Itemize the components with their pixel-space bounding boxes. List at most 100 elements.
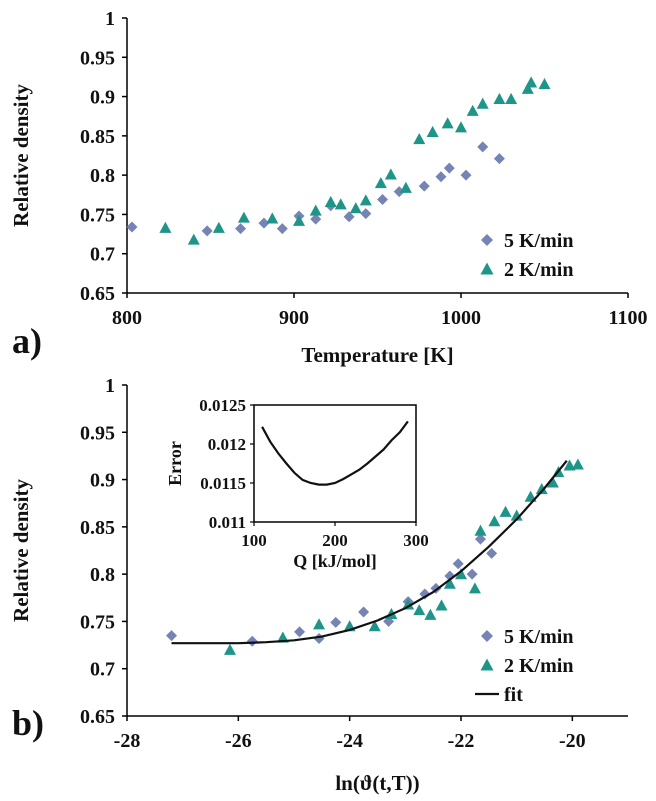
panel-b-y-tick-label: 0.85 (80, 517, 115, 539)
panel-b-point-5kmin (246, 635, 258, 647)
panel-b-point-5kmin (294, 626, 306, 638)
panel-a-legend-marker-5kmin (481, 234, 493, 246)
panel-b-point-2kmin (468, 582, 481, 594)
inset-x-axis-label: Q [kJ/mol] (293, 551, 377, 571)
panel-b-legend-label: 2 K/min (504, 655, 573, 677)
panel-b-y-axis-label: Relative density (9, 479, 33, 622)
panel-a-point-5kmin (201, 225, 213, 237)
panel-a-point-2kmin (413, 133, 426, 145)
panel-b-point-2kmin (546, 476, 559, 488)
panel-b-point-2kmin (368, 620, 381, 632)
panel-b-fit-line (171, 460, 568, 645)
inset-y-tick-label: 0.012 (208, 435, 246, 454)
panel-b-point-2kmin (413, 604, 426, 616)
panel-b-legend-label: fit (504, 684, 523, 706)
panel-a-point-5kmin (477, 141, 489, 153)
panel-a-point-5kmin (235, 223, 247, 235)
panel-b-panel-label: b) (12, 703, 44, 743)
panel-a-point-2kmin (384, 168, 397, 180)
panel-a-point-2kmin (538, 78, 551, 90)
inset-y-axis-label: Error (165, 441, 185, 486)
panel-b-point-5kmin (358, 606, 370, 618)
panel-b-point-5kmin (330, 616, 342, 628)
panel-b-point-2kmin (563, 459, 576, 471)
panel-b-y-tick-label: 0.9 (90, 470, 115, 492)
inset-x-tick-label: 300 (403, 531, 429, 550)
inset-y-tick-label: 0.011 (209, 513, 246, 532)
panel-a-point-2kmin (374, 177, 387, 189)
panel-a-point-5kmin (418, 180, 430, 192)
panel-b-y-tick-label: 0.65 (80, 706, 115, 728)
panel-a-x-tick-label: 1100 (609, 307, 648, 329)
panel-b-x-tick-label: -20 (559, 730, 586, 752)
inset-y-tick-label: 0.0125 (199, 396, 246, 415)
panel-b-chart: 0.65 0.7 0.75 0.8 0.85 0.9 0.95 1 -28 -26 -24 -22 -2… (9, 375, 628, 795)
panel-a-point-2kmin (237, 211, 250, 223)
panel-a-point-2kmin (399, 181, 412, 193)
panel-a-point-2kmin (324, 195, 337, 207)
panel-a-point-2kmin (505, 92, 518, 105)
panel-a-x-tick-label: 800 (112, 307, 142, 329)
panel-a-y-tick-label: 0.65 (80, 283, 115, 305)
panel-a-y-tick-label: 0.7 (90, 244, 115, 266)
panel-b-point-2kmin (435, 599, 448, 611)
panel-b-point-2kmin (402, 598, 415, 610)
panel-a-point-5kmin (443, 162, 455, 174)
panel-b-legend-marker-5kmin (481, 630, 493, 642)
panel-a-point-5kmin (460, 169, 472, 181)
panel-b-legend-label: 5 K/min (504, 626, 573, 648)
panel-b-point-2kmin (510, 509, 523, 521)
panel-a-point-5kmin (126, 221, 138, 233)
panel-a-point-2kmin (293, 214, 306, 226)
panel-a-x-tick-label: 1000 (441, 307, 481, 329)
panel-b-y-tick-label: 0.95 (80, 422, 115, 444)
panel-a-point-2kmin (525, 76, 538, 88)
panel-a-legend-marker-2kmin (480, 262, 494, 275)
panel-b-point-5kmin (166, 630, 178, 642)
panel-a-point-5kmin (360, 208, 372, 220)
panel-a-legend-label: 5 K/min (504, 230, 573, 252)
panel-a-y-tick-label: 0.9 (90, 87, 115, 109)
panel-b-y-tick-label: 1 (105, 375, 115, 397)
panel-a-point-5kmin (435, 171, 447, 183)
panel-b-x-tick-label: -24 (336, 730, 363, 752)
panel-a-point-2kmin (476, 97, 489, 109)
panel-b-point-5kmin (466, 568, 478, 580)
panel-b-point-5kmin (452, 558, 464, 570)
panel-b-point-2kmin (313, 618, 326, 630)
panel-a-point-2kmin (493, 92, 506, 105)
panel-a-point-2kmin (266, 212, 279, 224)
panel-a-chart: 0.65 0.7 0.75 0.8 0.85 0.9 0.95 1 800 900 1000 1100… (9, 8, 647, 367)
panel-a-point-2kmin (441, 117, 454, 129)
inset-frame (253, 404, 417, 523)
panel-b-x-tick-label: -26 (225, 730, 252, 752)
panel-b-point-2kmin (424, 608, 437, 620)
panel-a-point-2kmin (309, 204, 322, 216)
panel-a-y-tick-label: 1 (105, 8, 115, 30)
panel-a-point-2kmin (455, 121, 467, 133)
panel-b-x-tick-label: -22 (448, 730, 475, 752)
panel-a-point-5kmin (343, 211, 355, 223)
panel-b-point-2kmin (488, 515, 501, 527)
inset-x-tick-label: 200 (322, 531, 348, 550)
panel-b-x-tick-label: -28 (114, 730, 141, 752)
panel-a-point-5kmin (276, 223, 288, 235)
panel-b-point-5kmin (474, 533, 486, 545)
panel-a-point-2kmin (349, 202, 362, 214)
panel-a-point-5kmin (393, 186, 405, 198)
panel-a-y-tick-label: 0.8 (90, 165, 115, 187)
panel-b-y-tick-label: 0.7 (90, 659, 115, 681)
panel-b-y-tick-label: 0.8 (90, 564, 115, 586)
inset-error-curve (261, 420, 409, 486)
panel-b-point-5kmin (486, 547, 498, 559)
panel-a-y-tick-label: 0.85 (80, 126, 115, 148)
panel-a-y-tick-label: 0.95 (80, 47, 115, 69)
panel-a-point-5kmin (493, 153, 505, 165)
panel-b-point-2kmin (571, 458, 584, 470)
panel-a-point-5kmin (258, 217, 270, 229)
panel-a-x-axis-label: Temperature [K] (301, 343, 453, 367)
panel-a-x-tick-label: 900 (279, 307, 309, 329)
panel-a-point-2kmin (159, 221, 172, 233)
panel-a-point-2kmin (334, 198, 347, 210)
